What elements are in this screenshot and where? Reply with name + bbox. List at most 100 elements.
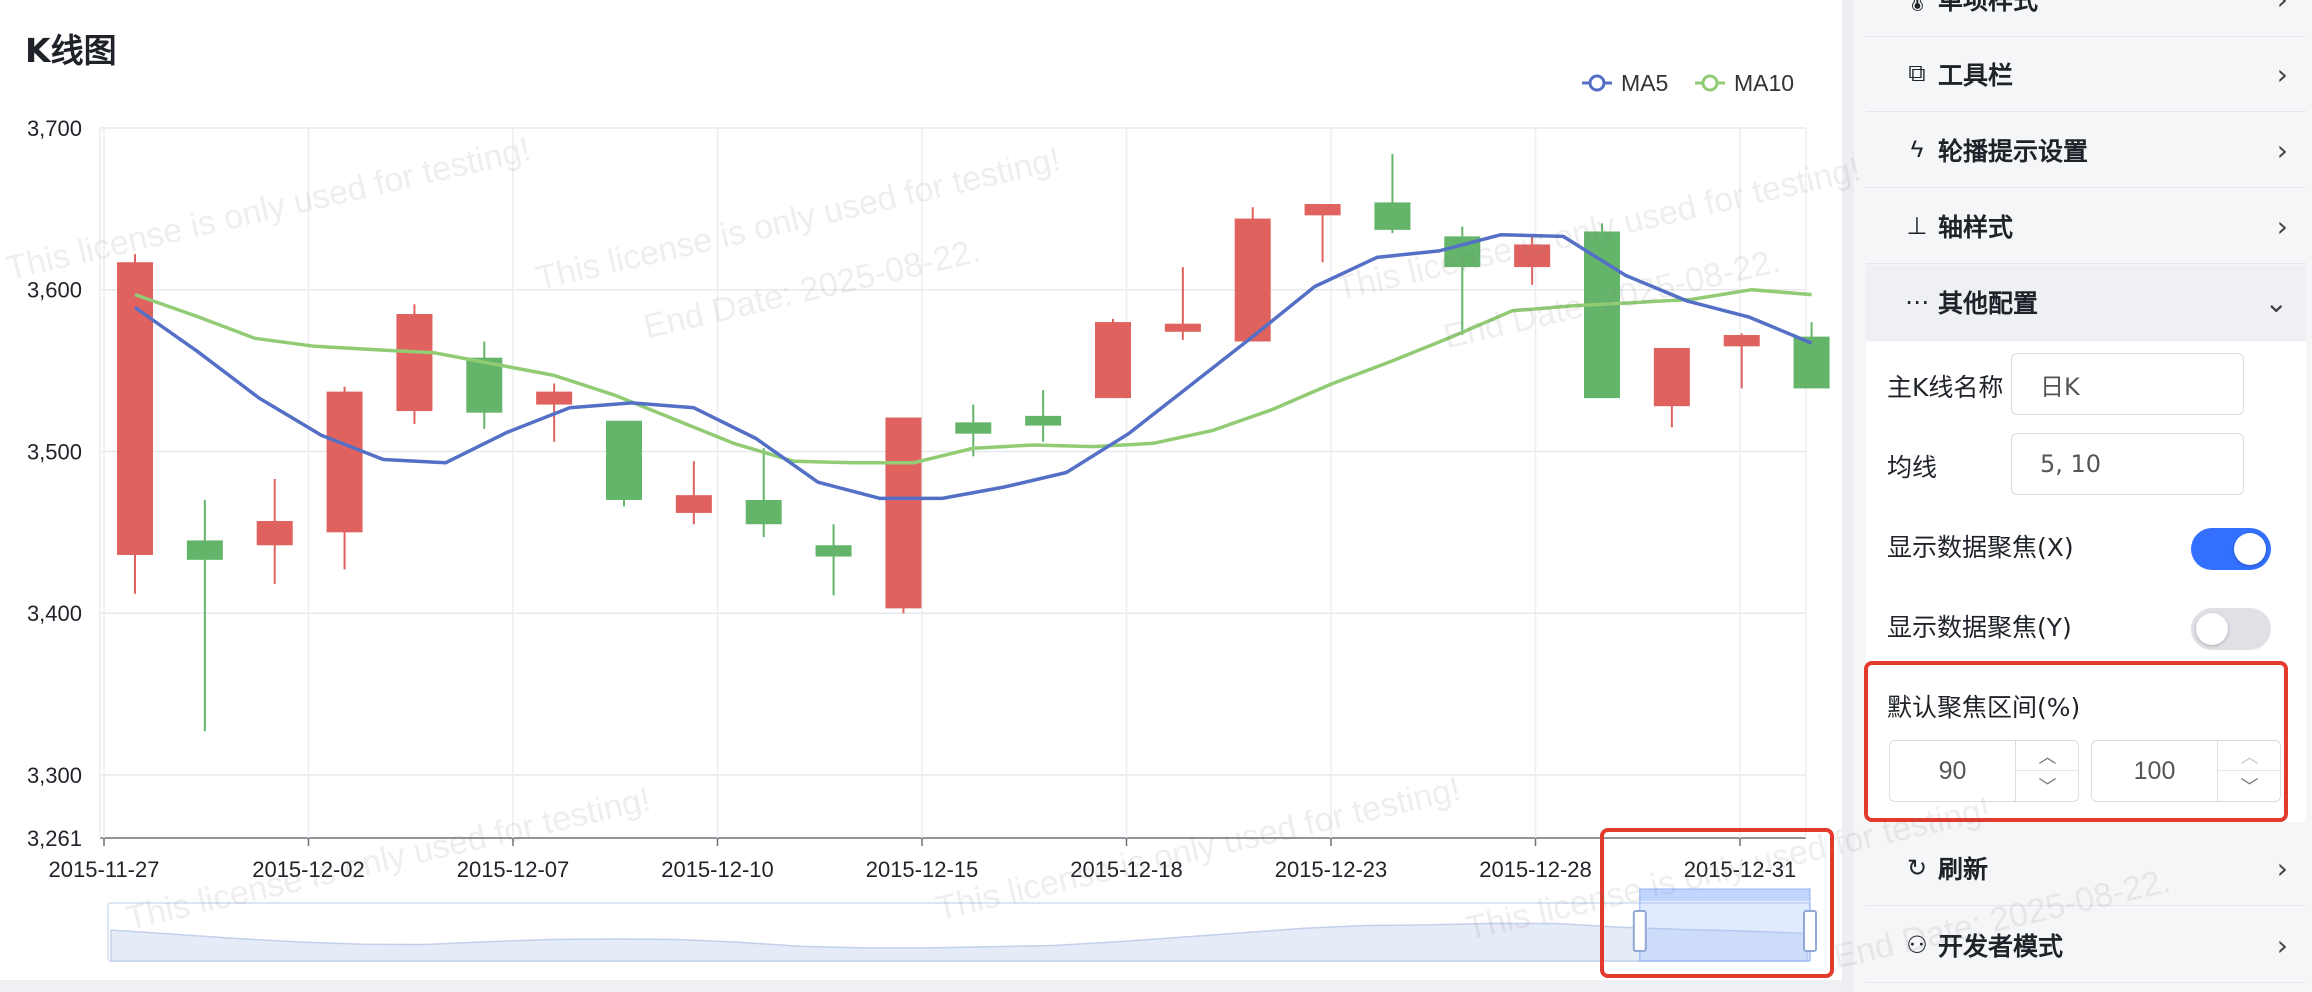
section-label: 单项样式 xyxy=(1938,0,2039,15)
y-tick-label: 3,261 xyxy=(27,826,82,851)
show-zoom-x-toggle[interactable] xyxy=(2191,528,2271,570)
candle-body xyxy=(1514,244,1551,268)
section-axis-style[interactable]: ⊥ 轴样式 › xyxy=(1866,189,2306,264)
toolbar-icon: ⧉ xyxy=(1908,60,1926,87)
toggle-knob xyxy=(2234,533,2266,565)
increment-icon[interactable]: ︿ xyxy=(2016,741,2079,771)
candle-body xyxy=(1723,335,1760,347)
candle-body xyxy=(396,313,433,412)
legend-label: MA5 xyxy=(1621,70,1668,96)
zoom-start-value[interactable]: 90 xyxy=(1938,756,1967,785)
y-tick-label: 3,500 xyxy=(27,439,82,464)
more-icon: ⋯ xyxy=(1905,288,1929,316)
default-zoom-label: 默认聚焦区间(%) xyxy=(1887,693,2081,722)
x-tick-label: 2015-12-07 xyxy=(457,857,570,882)
section-label: 其他配置 xyxy=(1938,289,2039,318)
chevron-right-icon: › xyxy=(2276,133,2288,167)
candle-body xyxy=(186,540,223,560)
decrement-icon[interactable]: ﹀ xyxy=(2240,777,2259,798)
x-tick-label: 2015-12-02 xyxy=(252,857,365,882)
axis-icon: ⊥ xyxy=(1906,212,1928,240)
x-tick-label: 2015-12-10 xyxy=(661,857,774,882)
show-zoom-y-toggle[interactable] xyxy=(2191,608,2271,650)
zoom-end-value[interactable]: 100 xyxy=(2133,756,2176,785)
ma5-line xyxy=(133,232,1813,501)
ma10-line xyxy=(134,287,1812,465)
section-label: 刷新 xyxy=(1938,855,1989,884)
datazoom-handle[interactable] xyxy=(1803,910,1817,952)
candle-body xyxy=(955,422,992,434)
y-tick-label: 3,300 xyxy=(27,763,82,788)
thermometer-icon: 🌡 xyxy=(1902,0,1932,14)
chevron-right-icon: › xyxy=(2276,851,2288,885)
y-tick-label: 3,700 xyxy=(27,116,82,141)
developer-icon: ⚇ xyxy=(1906,931,1928,959)
show-zoom-x-label: 显示数据聚焦(X) xyxy=(1887,533,2074,562)
x-tick-label: 2015-11-27 xyxy=(49,857,160,882)
section-label: 工具栏 xyxy=(1938,61,2014,90)
lightning-icon: ϟ xyxy=(1910,136,1924,163)
candle-body xyxy=(466,357,503,413)
candle-body xyxy=(606,420,643,500)
increment-icon[interactable]: ︿ xyxy=(2218,741,2281,771)
x-tick-label: 2015-12-18 xyxy=(1070,857,1183,882)
candlestick-chart: 3,700 3,600 3,500 3,400 3,300 3,261 2015-11-27… xyxy=(27,70,1830,962)
section-label: 开发者模式 xyxy=(1938,932,2064,961)
candle-body xyxy=(745,499,782,525)
x-tick-label: 2015-12-15 xyxy=(866,857,979,882)
candle-body xyxy=(675,495,712,513)
section-single-style[interactable]: 🌡 单项样式 › xyxy=(1866,0,2306,37)
chart-title: K线图 xyxy=(25,31,117,70)
candle-body xyxy=(1164,323,1201,332)
zoom-end-stepper[interactable]: 100 ︿ ﹀ xyxy=(2091,740,2281,802)
candle-body xyxy=(1025,415,1062,426)
section-label: 轴样式 xyxy=(1938,213,2014,242)
show-zoom-y-label: 显示数据聚焦(Y) xyxy=(1887,613,2072,642)
candle-body xyxy=(885,417,922,609)
y-tick-label: 3,600 xyxy=(27,278,82,303)
chevron-right-icon: › xyxy=(2276,57,2288,91)
main-k-name-input[interactable]: 日K xyxy=(2011,353,2244,415)
candle-body xyxy=(1653,347,1690,407)
candle-body xyxy=(815,545,852,557)
legend-marker xyxy=(1588,74,1606,92)
section-developer-mode[interactable]: ⚇ 开发者模式 › xyxy=(1866,908,2306,983)
legend-marker xyxy=(1701,74,1719,92)
settings-panel: 🌡 单项样式 › ⧉ 工具栏 › ϟ 轮播提示设置 › ⊥ 轴样式 › ⋯ 其他… xyxy=(1842,0,2312,992)
chevron-right-icon: › xyxy=(2277,0,2288,16)
candle-body xyxy=(256,521,293,546)
candle-body xyxy=(1095,322,1132,399)
chart-panel: 3,700 3,600 3,500 3,400 3,300 3,261 2015-11-27… xyxy=(25,31,1830,962)
chevron-right-icon: › xyxy=(2276,209,2288,243)
chevron-down-icon: ⌄ xyxy=(2264,285,2288,319)
chevron-right-icon: › xyxy=(2276,928,2288,962)
x-tick-label: 2015-12-23 xyxy=(1275,857,1388,882)
legend-label: MA10 xyxy=(1734,70,1794,96)
section-toolbar[interactable]: ⧉ 工具栏 › xyxy=(1866,37,2306,112)
section-refresh[interactable]: ↻ 刷新 › xyxy=(1866,831,2306,906)
refresh-icon: ↻ xyxy=(1906,854,1928,882)
section-label: 轮播提示设置 xyxy=(1938,137,2089,166)
candle-body xyxy=(1234,218,1271,342)
x-tick-label: 2015-12-31 xyxy=(1684,857,1797,882)
main-k-name-label: 主K线名称 xyxy=(1887,373,2004,402)
datazoom-move-handle[interactable] xyxy=(1639,889,1810,901)
candle-body xyxy=(117,262,153,555)
stepper-buttons: ︿ ﹀ xyxy=(2217,741,2281,801)
zoom-start-stepper[interactable]: 90 ︿ ﹀ xyxy=(1889,740,2079,802)
y-tick-label: 3,400 xyxy=(27,601,82,626)
candle-body xyxy=(1584,231,1621,399)
stepper-buttons: ︿ ﹀ xyxy=(2015,741,2079,801)
decrement-icon[interactable]: ﹀ xyxy=(2038,777,2057,798)
section-other-config[interactable]: ⋯ 其他配置 ⌄ xyxy=(1866,265,2306,340)
candle-body xyxy=(536,391,573,405)
ma-input[interactable]: 5, 10 xyxy=(2011,433,2244,495)
toggle-knob xyxy=(2196,613,2228,645)
bottom-scrollbar-track xyxy=(0,980,1842,992)
candle-body xyxy=(1374,202,1411,230)
ma-label: 均线 xyxy=(1887,453,1938,482)
x-tick-label: 2015-12-28 xyxy=(1479,857,1592,882)
datazoom-handle[interactable] xyxy=(1632,910,1647,952)
section-carousel-tip[interactable]: ϟ 轮播提示设置 › xyxy=(1866,113,2306,188)
candle-body xyxy=(326,391,363,533)
